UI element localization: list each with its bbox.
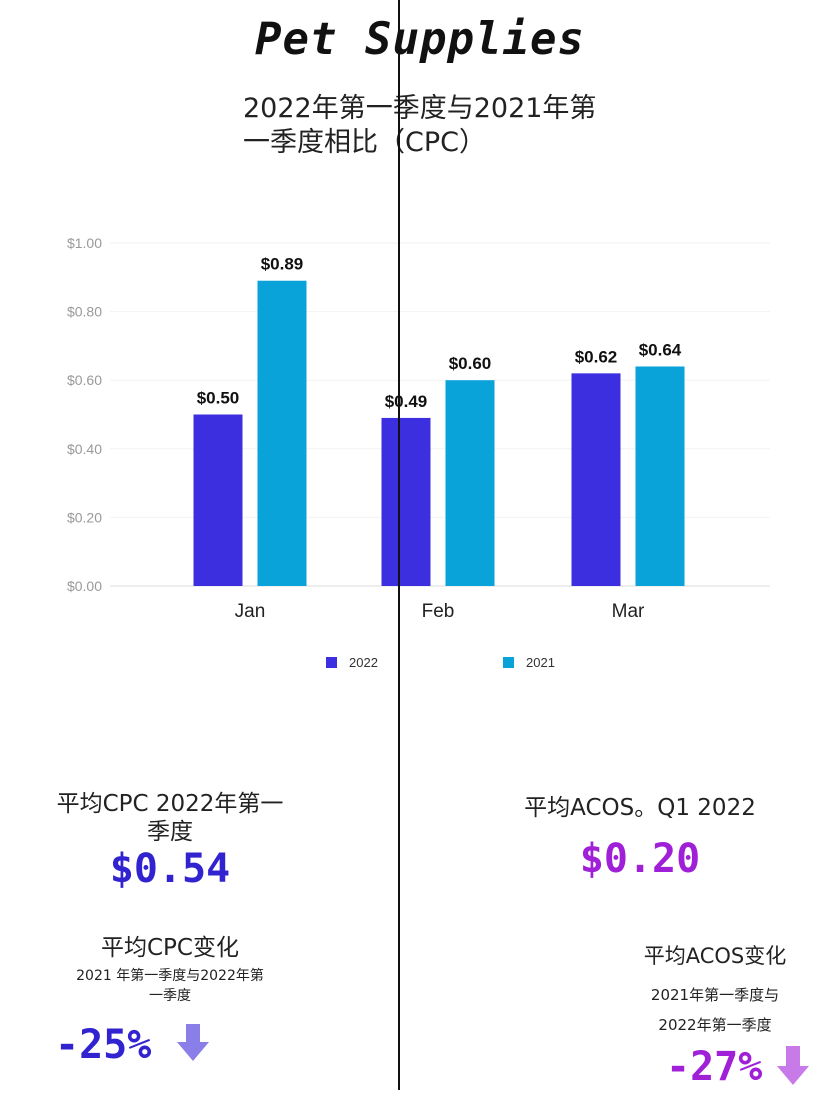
y-tick-label: $0.00 xyxy=(67,578,102,594)
page-title: Pet Supplies xyxy=(255,14,585,65)
data-label: $0.62 xyxy=(575,347,618,366)
data-label: $0.89 xyxy=(261,255,304,274)
legend-swatch-2021 xyxy=(503,657,514,668)
y-tick-label: $0.60 xyxy=(67,372,102,388)
data-label: $0.64 xyxy=(639,340,682,359)
cpc-change-subtitle: 2021 年第一季度与2022年第 一季度 xyxy=(40,966,300,1006)
data-label: $0.60 xyxy=(449,354,492,373)
cpc-change-value: -25% xyxy=(55,1022,152,1068)
cpc-change-sub-line1: 2021 年第一季度与2022年第 xyxy=(76,968,264,984)
cpc-change-label: 平均CPC变化 xyxy=(101,935,239,961)
bar-chart: $0.00 $0.20 $0.40 $0.60 $0.80 $1.00 Jan $0.50 $0… xyxy=(67,235,770,670)
vertical-divider-line xyxy=(398,0,400,1090)
acos-change-value: -27% xyxy=(666,1044,763,1090)
bar-2022-mar xyxy=(571,373,621,586)
acos-change-sub-line1: 2021年第一季度与 xyxy=(650,986,780,1004)
bar-2022-feb xyxy=(381,417,431,586)
legend-swatch-2022 xyxy=(326,657,337,668)
legend-label-2021: 2021 xyxy=(526,655,555,670)
legend-label-2022: 2022 xyxy=(349,655,378,670)
chart-subtitle-line1: 2022年第一季度与2021年第 xyxy=(243,93,597,124)
avg-acos-label: 平均ACOS。Q1 2022 xyxy=(524,795,756,821)
chart-subtitle-line2: 一季度相比（CPC） xyxy=(243,127,486,158)
y-tick-label: $0.80 xyxy=(67,304,102,320)
avg-cpc-label: 平均CPC 2022年第一 季度 xyxy=(40,790,300,846)
y-tick-label: $0.40 xyxy=(67,441,102,457)
avg-cpc-value: $0.54 xyxy=(109,846,231,892)
avg-cpc-label-line1: 平均CPC 2022年第一 xyxy=(56,791,284,817)
x-tick-label: Mar xyxy=(612,601,645,622)
y-tick-label: $0.20 xyxy=(67,509,102,525)
acos-change-subtitle: 2021年第一季度与 2022年第一季度 xyxy=(620,980,810,1040)
avg-acos-value: $0.20 xyxy=(579,836,701,882)
bar-2021-mar xyxy=(635,366,685,586)
acos-change-sub-line2: 2022年第一季度 xyxy=(658,1016,772,1034)
y-tick-label: $1.00 xyxy=(67,235,102,251)
cpc-change-sub-line2: 一季度 xyxy=(149,988,191,1004)
bar-2021-feb xyxy=(445,380,495,586)
data-label: $0.49 xyxy=(385,392,428,411)
acos-change-label: 平均ACOS变化 xyxy=(643,944,787,968)
x-tick-label: Jan xyxy=(235,601,266,622)
bar-2021-jan xyxy=(257,280,307,586)
data-label: $0.50 xyxy=(197,389,240,408)
avg-cpc-label-line2: 季度 xyxy=(147,819,193,845)
x-tick-label: Feb xyxy=(422,601,455,622)
arrow-down-icon xyxy=(777,1046,809,1085)
arrow-down-icon xyxy=(177,1024,209,1061)
bar-2022-jan xyxy=(193,414,243,586)
